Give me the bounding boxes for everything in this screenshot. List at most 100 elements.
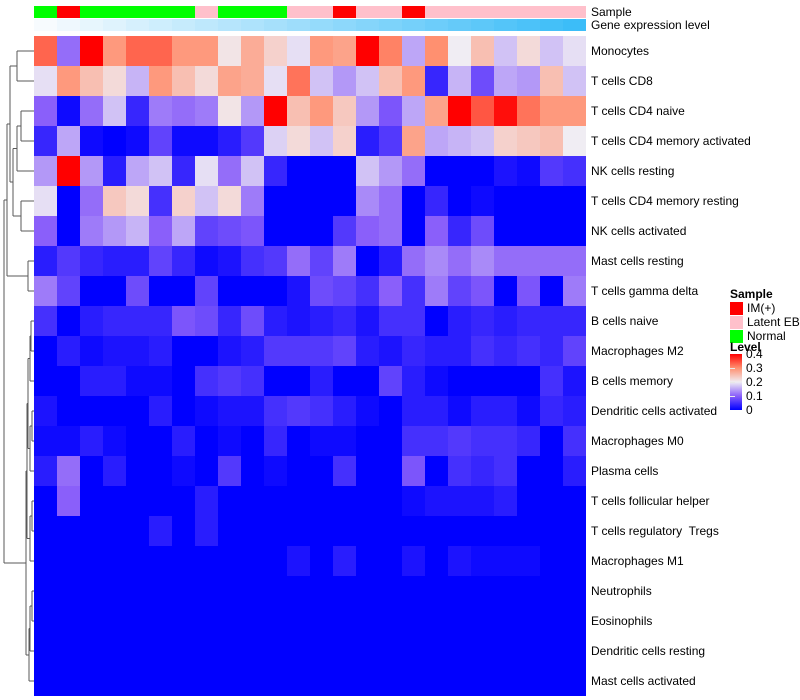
heatmap-cell (57, 216, 80, 246)
heatmap-cell (241, 576, 264, 606)
heatmap-cell (126, 396, 149, 426)
heatmap-cell (57, 366, 80, 396)
row-label: Neutrophils (591, 584, 652, 598)
heatmap-cell (264, 156, 287, 186)
sample-annotation-cell (448, 6, 471, 18)
heatmap-cell (195, 426, 218, 456)
sample-annotation-cell (563, 6, 586, 18)
heatmap-cell (563, 426, 586, 456)
heatmap-cell (471, 186, 494, 216)
level-tick-label: 0.3 (746, 361, 763, 375)
heatmap-cell (149, 426, 172, 456)
heatmap-cell (471, 516, 494, 546)
heatmap-cell (379, 216, 402, 246)
row-label: NK cells resting (591, 164, 675, 178)
heatmap-row (34, 336, 586, 366)
heatmap-cell (356, 66, 379, 96)
heatmap-cell (310, 306, 333, 336)
heatmap-cell (563, 636, 586, 666)
heatmap-cell (402, 426, 425, 456)
heatmap-cell (356, 576, 379, 606)
heatmap-cell (126, 516, 149, 546)
heatmap-cell (126, 306, 149, 336)
heatmap-cell (172, 666, 195, 696)
expression-bar-label: Gene expression level (591, 18, 710, 32)
heatmap-cell (57, 276, 80, 306)
heatmap-cell (425, 276, 448, 306)
heatmap-cell (103, 366, 126, 396)
heatmap-row (34, 546, 586, 576)
heatmap-cell (57, 486, 80, 516)
heatmap-cell (448, 186, 471, 216)
heatmap-cell (540, 456, 563, 486)
heatmap-cell (356, 96, 379, 126)
expression-annotation-bar (34, 19, 586, 31)
heatmap-cell (126, 96, 149, 126)
heatmap-cell (540, 216, 563, 246)
heatmap-cell (448, 666, 471, 696)
heatmap-cell (563, 546, 586, 576)
row-label: Eosinophils (591, 614, 653, 628)
row-label: Macrophages M0 (591, 434, 684, 448)
heatmap-cell (310, 366, 333, 396)
heatmap-cell (103, 186, 126, 216)
row-label: Plasma cells (591, 464, 659, 478)
heatmap-cell (287, 276, 310, 306)
heatmap-cell (517, 216, 540, 246)
expression-annotation-cell (287, 19, 310, 31)
sample-annotation-cell (356, 6, 379, 18)
heatmap-cell (80, 576, 103, 606)
heatmap-cell (264, 246, 287, 276)
heatmap-cell (80, 216, 103, 246)
heatmap-cell (34, 156, 57, 186)
sample-annotation-cell (80, 6, 103, 18)
heatmap-cell (563, 336, 586, 366)
heatmap-cell (80, 456, 103, 486)
heatmap-row (34, 366, 586, 396)
heatmap-cell (126, 36, 149, 66)
heatmap-cell (172, 186, 195, 216)
heatmap-cell (379, 366, 402, 396)
heatmap-cell (425, 366, 448, 396)
heatmap-cell (471, 66, 494, 96)
heatmap-cell (517, 486, 540, 516)
heatmap-cell (517, 306, 540, 336)
heatmap-cell (379, 486, 402, 516)
heatmap-cell (80, 96, 103, 126)
heatmap-cell (425, 666, 448, 696)
sample-annotation-cell (402, 6, 425, 18)
heatmap-cell (57, 96, 80, 126)
heatmap-cell (172, 336, 195, 366)
heatmap-cell (218, 606, 241, 636)
sample-annotation-cell (195, 6, 218, 18)
sample-bar-label: Sample (591, 5, 632, 19)
heatmap-cell (241, 456, 264, 486)
expression-annotation-cell (264, 19, 287, 31)
heatmap-cell (34, 276, 57, 306)
heatmap-cell (103, 396, 126, 426)
heatmap-cell (149, 306, 172, 336)
heatmap-cell (540, 426, 563, 456)
heatmap-cell (195, 216, 218, 246)
heatmap-cell (540, 276, 563, 306)
level-tick-label: 0.1 (746, 389, 763, 403)
heatmap-cell (494, 426, 517, 456)
heatmap-cell (241, 396, 264, 426)
heatmap-cell (540, 516, 563, 546)
heatmap-cell (425, 486, 448, 516)
heatmap-cell (80, 666, 103, 696)
heatmap-cell (563, 66, 586, 96)
expression-annotation-cell (471, 19, 494, 31)
heatmap-cell (195, 276, 218, 306)
heatmap-cell (172, 456, 195, 486)
heatmap-cell (57, 186, 80, 216)
heatmap-cell (287, 216, 310, 246)
expression-annotation-cell (218, 19, 241, 31)
heatmap-cell (264, 126, 287, 156)
heatmap-cell (563, 216, 586, 246)
heatmap-cell (149, 576, 172, 606)
heatmap-cell (126, 276, 149, 306)
heatmap-cell (563, 246, 586, 276)
heatmap-cell (172, 306, 195, 336)
heatmap-cell (241, 606, 264, 636)
